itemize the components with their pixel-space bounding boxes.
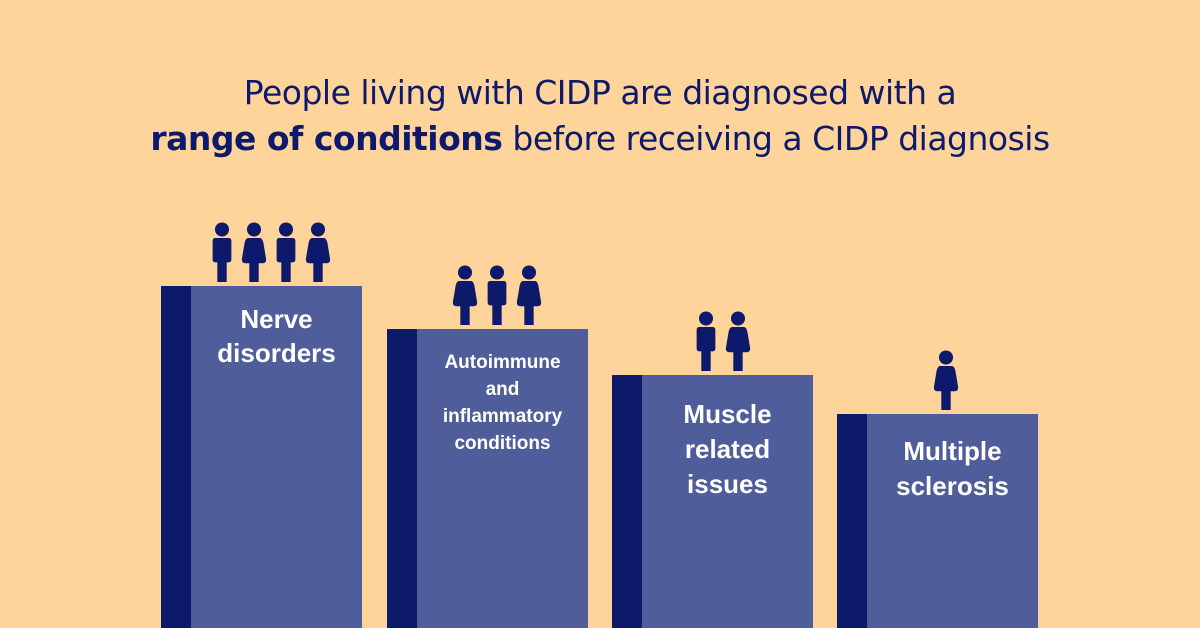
- headline-line-1: People living with CIDP are diagnosed wi…: [243, 73, 957, 112]
- bar-side-strip: [387, 329, 417, 628]
- headline: People living with CIDP are diagnosed wi…: [0, 70, 1200, 162]
- person-female-icon: [516, 265, 542, 325]
- person-male-icon: [696, 311, 716, 371]
- bar-nerve-disorders: Nerve disorders: [161, 286, 362, 628]
- bar-label: Multiple sclerosis: [896, 436, 1009, 501]
- people-icons-autoimmune: [450, 265, 544, 325]
- bar-side-strip: [837, 414, 867, 628]
- bar-autoimmune: Autoimmune and inflammatory conditions: [387, 329, 588, 628]
- person-female-icon: [725, 311, 751, 371]
- headline-emphasis: range of conditions: [150, 119, 503, 158]
- headline-rest: before receiving a CIDP diagnosis: [502, 119, 1050, 158]
- person-female-icon: [241, 222, 267, 282]
- bar-side-strip: [161, 286, 191, 628]
- person-female-icon: [305, 222, 331, 282]
- bar-multiple-sclerosis: Multiple sclerosis: [837, 414, 1038, 628]
- people-icons-ms: [931, 350, 961, 410]
- person-male-icon: [487, 265, 507, 325]
- person-female-icon: [933, 350, 959, 410]
- bar-muscle-related: Muscle related issues: [612, 375, 813, 628]
- bar-side-strip: [612, 375, 642, 628]
- person-female-icon: [452, 265, 478, 325]
- person-male-icon: [276, 222, 296, 282]
- bar-label: Muscle related issues: [683, 399, 772, 499]
- headline-line-2: range of conditions before receiving a C…: [0, 116, 1200, 162]
- bar-label: Nerve disorders: [217, 304, 336, 368]
- people-icons-nerve: [207, 222, 333, 282]
- person-male-icon: [212, 222, 232, 282]
- people-icons-muscle: [691, 311, 753, 371]
- bar-label: Autoimmune and inflammatory conditions: [442, 352, 563, 454]
